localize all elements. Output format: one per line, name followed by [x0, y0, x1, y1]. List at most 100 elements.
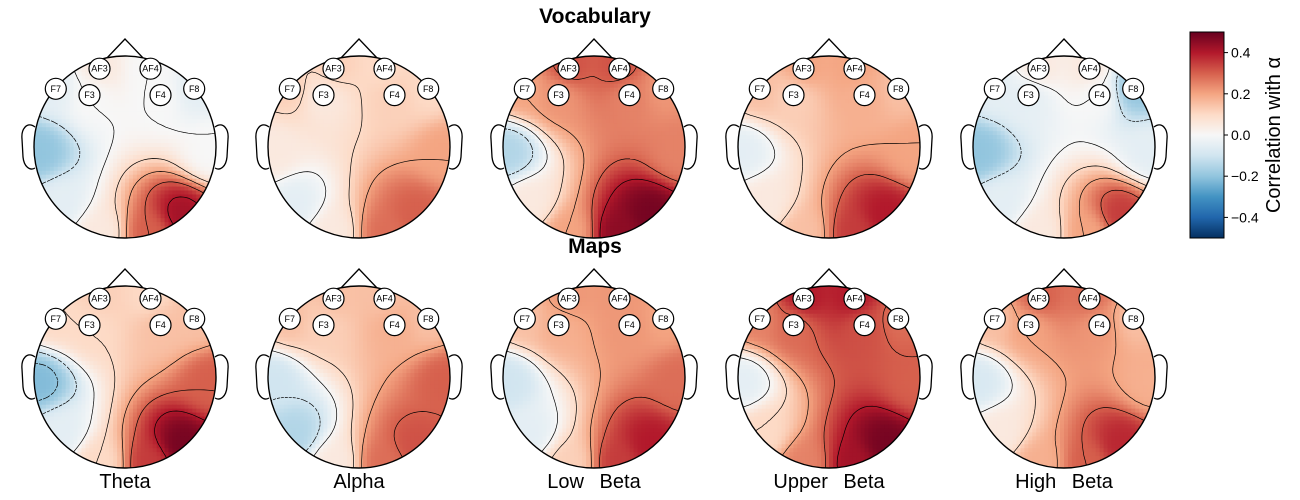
field-cell: [538, 166, 544, 172]
field-cell: [85, 150, 90, 156]
field-cell: [542, 99, 548, 105]
field-cell: [542, 158, 548, 164]
field-cell: [673, 154, 678, 160]
field-cell: [586, 147, 591, 152]
field-cell: [343, 135, 348, 140]
field-cell: [303, 99, 309, 105]
field-cell: [156, 107, 162, 112]
field-cell: [649, 182, 654, 188]
field-cell: [590, 71, 595, 77]
field-cell: [661, 158, 666, 164]
field-cell: [347, 234, 352, 238]
field-cell: [93, 135, 98, 140]
field-cell: [140, 170, 146, 176]
field-cell: [105, 218, 110, 223]
field-cell: [200, 150, 205, 156]
field-cell: [374, 174, 380, 180]
field-cell: [625, 115, 631, 120]
field-cell: [386, 143, 392, 148]
field-cell: [121, 139, 126, 144]
field-cell: [113, 170, 118, 176]
field-cell: [538, 75, 544, 81]
field-cell: [212, 111, 216, 116]
field-cell: [518, 186, 524, 192]
field-cell: [378, 79, 384, 85]
field-cell: [410, 170, 415, 176]
field-cell: [331, 170, 336, 176]
field-cell: [295, 206, 301, 211]
field-cell: [105, 79, 110, 85]
field-cell: [331, 79, 336, 85]
field-cell: [271, 147, 277, 152]
field-cell: [586, 111, 591, 116]
field-cell: [362, 147, 368, 152]
field-cell: [279, 154, 285, 160]
field-cell: [347, 194, 352, 200]
field-cell: [136, 127, 142, 132]
field-cell: [128, 230, 134, 235]
field-cell: [374, 95, 380, 101]
field-cell: [422, 111, 427, 116]
field-cell: [160, 166, 166, 172]
field-cell: [526, 166, 532, 172]
field-cell: [359, 127, 364, 132]
field-cell: [359, 119, 364, 124]
field-cell: [601, 103, 607, 109]
field-cell: [343, 123, 348, 128]
field-cell: [649, 162, 654, 168]
field-cell: [271, 143, 277, 148]
field-cell: [542, 170, 548, 176]
field-cell: [148, 143, 154, 148]
field-cell: [374, 75, 380, 81]
field-cell: [434, 119, 439, 124]
field-cell: [594, 143, 599, 148]
field-cell: [378, 95, 384, 101]
field-cell: [295, 111, 301, 116]
field-cell: [351, 158, 356, 164]
field-cell: [649, 131, 654, 136]
field-cell: [164, 158, 170, 164]
field-cell: [307, 190, 313, 196]
field-cell: [41, 194, 47, 200]
field-cell: [128, 162, 134, 168]
field-cell: [73, 226, 79, 231]
field-cell: [156, 198, 162, 203]
field-cell: [426, 115, 431, 120]
field-cell: [85, 63, 90, 69]
field-cell: [526, 119, 532, 124]
field-cell: [347, 123, 352, 128]
field-cell: [176, 166, 181, 172]
field-cell: [661, 111, 666, 116]
field-cell: [307, 99, 313, 105]
field-cell: [204, 111, 209, 116]
field-cell: [359, 214, 364, 219]
field-cell: [97, 214, 102, 219]
field-cell: [128, 170, 134, 176]
field-cell: [542, 71, 548, 77]
field-cell: [665, 178, 670, 184]
field-cell: [366, 127, 372, 132]
field-cell: [156, 214, 162, 219]
field-cell: [641, 79, 647, 85]
field-cell: [558, 154, 563, 160]
field-cell: [299, 178, 305, 184]
field-cell: [526, 154, 532, 160]
field-cell: [542, 91, 548, 97]
field-cell: [128, 63, 134, 69]
field-cell: [418, 115, 423, 120]
field-cell: [629, 67, 635, 73]
field-cell: [625, 150, 631, 156]
field-cell: [109, 234, 114, 238]
field-cell: [77, 214, 83, 219]
field-cell: [534, 139, 540, 144]
field-cell: [105, 147, 110, 152]
field-cell: [101, 131, 106, 136]
field-cell: [208, 162, 213, 168]
field-cell: [41, 166, 47, 172]
field-cell: [323, 234, 328, 238]
field-cell: [629, 170, 635, 176]
field-cell: [661, 103, 666, 109]
field-cell: [97, 79, 102, 85]
field-cell: [374, 83, 380, 89]
field-cell: [661, 99, 666, 105]
